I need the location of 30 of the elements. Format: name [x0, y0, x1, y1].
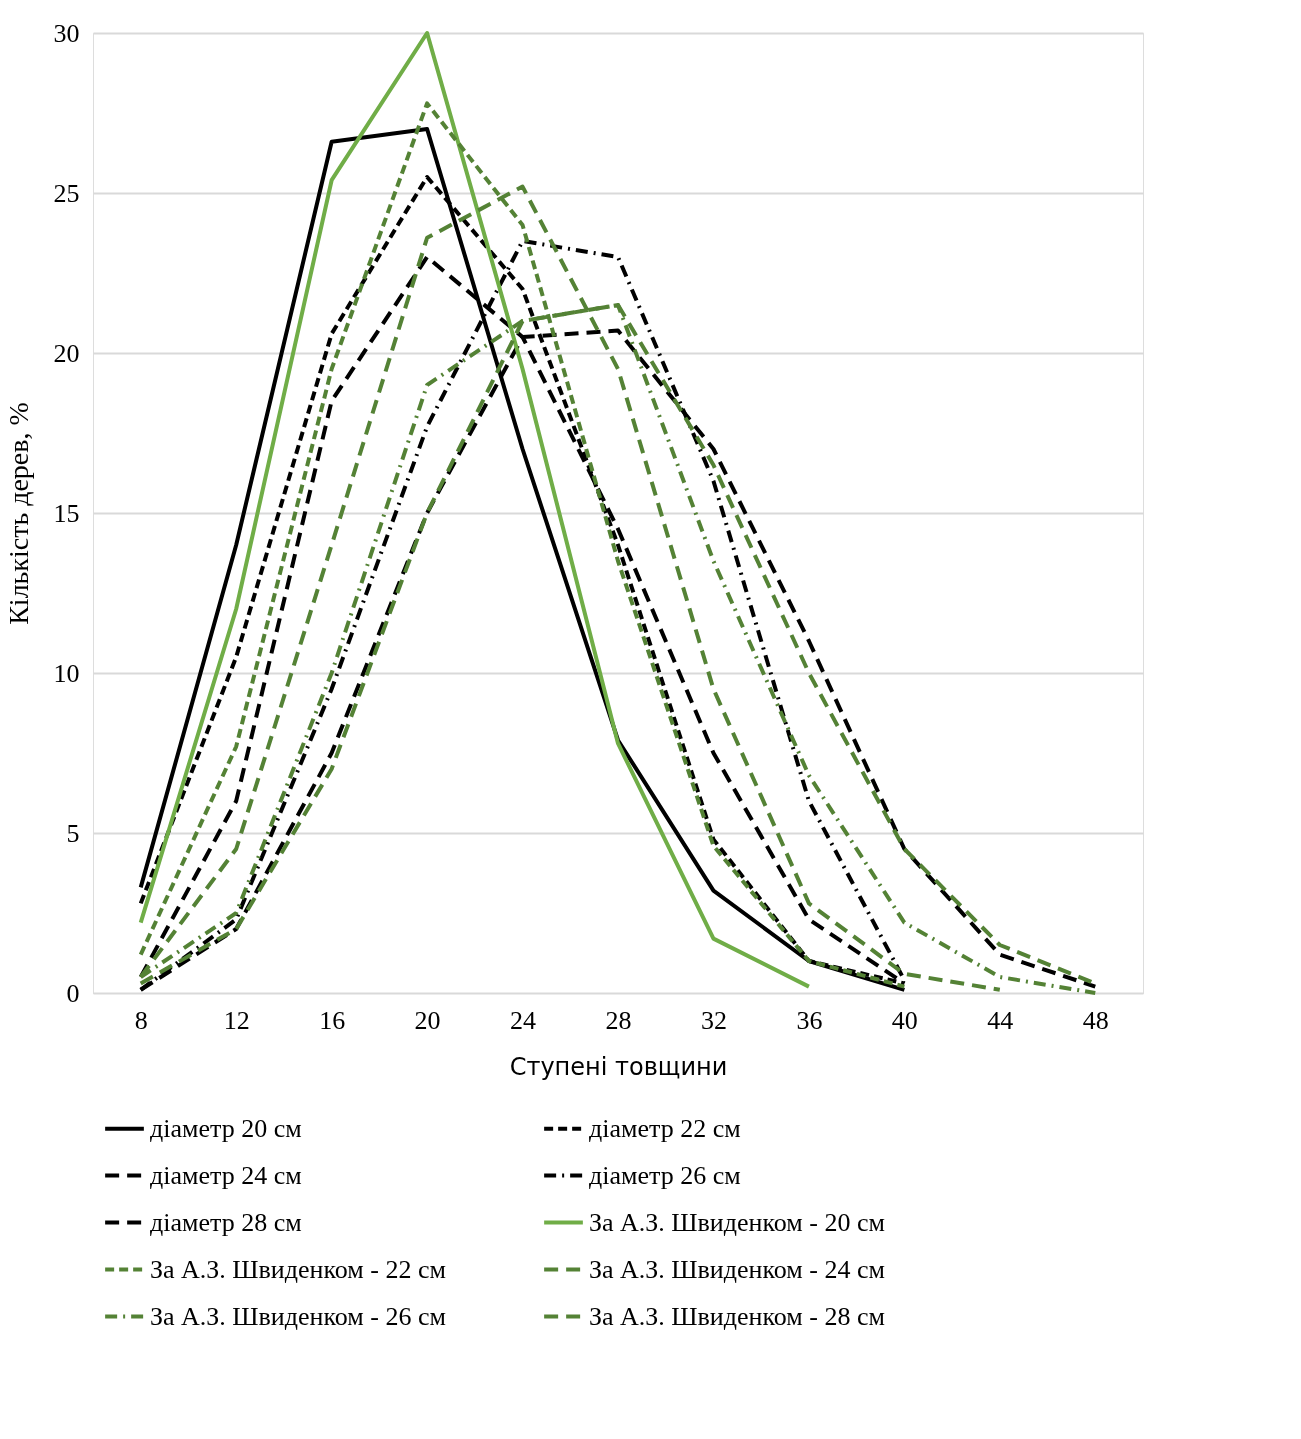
x-tick-label: 44	[987, 1005, 1014, 1035]
y-tick-label: 20	[53, 338, 80, 368]
x-axis-title: Ступені товщини	[509, 1052, 728, 1081]
x-tick-label: 40	[891, 1005, 918, 1035]
x-tick-label: 36	[796, 1005, 823, 1035]
y-tick-label: 25	[53, 178, 80, 208]
x-tick-label: 16	[319, 1005, 346, 1035]
legend-label: діаметр 26 см	[589, 1160, 741, 1190]
legend-label: За А.З. Швиденком - 22 см	[150, 1254, 446, 1284]
y-tick-label: 30	[53, 18, 80, 48]
legend-label: діаметр 20 см	[150, 1113, 302, 1143]
y-tick-label: 15	[53, 498, 80, 528]
x-tick-label: 24	[510, 1005, 537, 1035]
y-tick-label: 5	[66, 818, 80, 848]
x-tick-label: 28	[605, 1005, 632, 1035]
x-tick-label: 48	[1082, 1005, 1109, 1035]
legend-label: діаметр 28 см	[150, 1207, 302, 1237]
y-tick-label: 10	[53, 658, 80, 688]
legend-label: За А.З. Швиденком - 20 см	[589, 1207, 885, 1237]
x-tick-label: 12	[223, 1005, 250, 1035]
legend-label: За А.З. Швиденком - 26 см	[150, 1301, 446, 1331]
x-tick-label: 8	[134, 1005, 148, 1035]
legend-label: діаметр 24 см	[150, 1160, 302, 1190]
y-axis-title: Кількість дерев, %	[2, 402, 34, 625]
x-tick-label: 32	[700, 1005, 727, 1035]
legend-label: За А.З. Швиденком - 24 см	[589, 1254, 885, 1284]
x-tick-label: 20	[414, 1005, 441, 1035]
legend-label: діаметр 22 см	[589, 1113, 741, 1143]
legend-label: За А.З. Швиденком - 28 см	[589, 1301, 885, 1331]
y-tick-label: 0	[66, 978, 80, 1008]
